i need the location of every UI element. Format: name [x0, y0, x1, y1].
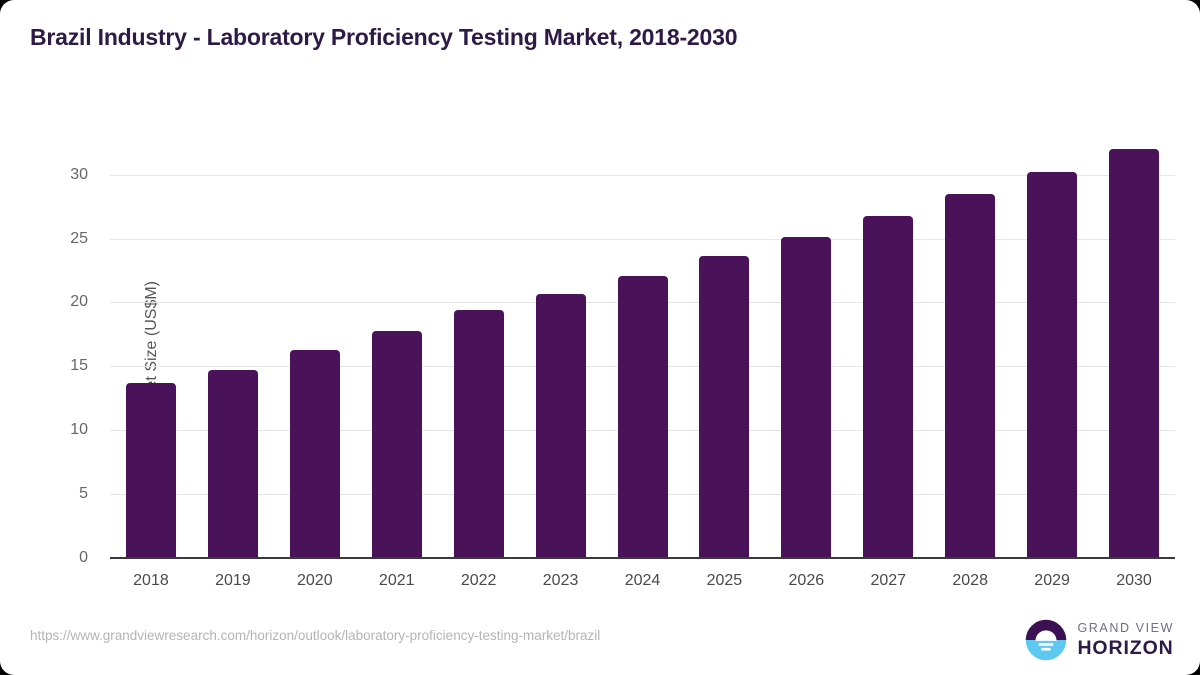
x-tick-label-2023: 2023 [542, 572, 579, 589]
x-tick-label-2018: 2018 [133, 572, 169, 589]
x-tick-label-2029: 2029 [1034, 572, 1070, 589]
logo-line-grand-view: GRAND VIEW [1077, 621, 1174, 635]
bar-2025[interactable] [699, 256, 750, 558]
y-tick-label: 5 [79, 485, 88, 503]
y-tick-label: 20 [70, 293, 88, 311]
x-tick-label-2020: 2020 [297, 572, 333, 589]
x-tick-label-2030: 2030 [1116, 572, 1152, 589]
bar-2024[interactable] [617, 275, 668, 558]
x-tick-label-2024: 2024 [624, 572, 661, 589]
page-title: Brazil Industry - Laboratory Proficiency… [30, 24, 738, 50]
x-tick-label-2025: 2025 [706, 572, 743, 589]
x-tick-label-2026: 2026 [788, 572, 825, 589]
bar-2028[interactable] [945, 193, 996, 558]
bar-2027[interactable] [863, 215, 914, 558]
x-tick-label-2019: 2019 [215, 572, 251, 589]
x-tick-label-2027: 2027 [870, 572, 907, 589]
bar-2021[interactable] [371, 330, 422, 558]
bar-2026[interactable] [781, 237, 832, 558]
bar-2022[interactable] [453, 310, 504, 558]
y-tick-label: 15 [70, 357, 88, 375]
y-tick-label: 0 [79, 549, 88, 566]
logo-line-horizon: HORIZON [1077, 636, 1174, 659]
source-url[interactable]: https://www.grandviewresearch.com/horizo… [30, 628, 601, 643]
x-tick-label-2028: 2028 [952, 572, 988, 589]
y-tick-label: 30 [70, 165, 88, 183]
bar-2030[interactable] [1109, 149, 1160, 558]
plot-area [110, 130, 1175, 558]
logo-wordmark: GRAND VIEW HORIZON [1077, 622, 1174, 658]
bar-2020[interactable] [289, 349, 340, 558]
y-tick-label: 10 [70, 421, 88, 439]
x-tick-label-2021: 2021 [378, 572, 415, 589]
gridline [110, 238, 1175, 240]
bar-2019[interactable] [207, 370, 258, 558]
bar-2023[interactable] [535, 293, 586, 558]
bar-2018[interactable] [125, 382, 176, 558]
gridline [110, 174, 1175, 176]
horizon-circle-icon [1026, 619, 1067, 661]
x-axis-line [110, 557, 1175, 559]
bar-2029[interactable] [1027, 172, 1078, 558]
x-tick-label-2022: 2022 [460, 572, 497, 589]
y-tick-label: 25 [70, 229, 88, 247]
grand-view-horizon-logo[interactable]: GRAND VIEW HORIZON [1024, 617, 1174, 663]
